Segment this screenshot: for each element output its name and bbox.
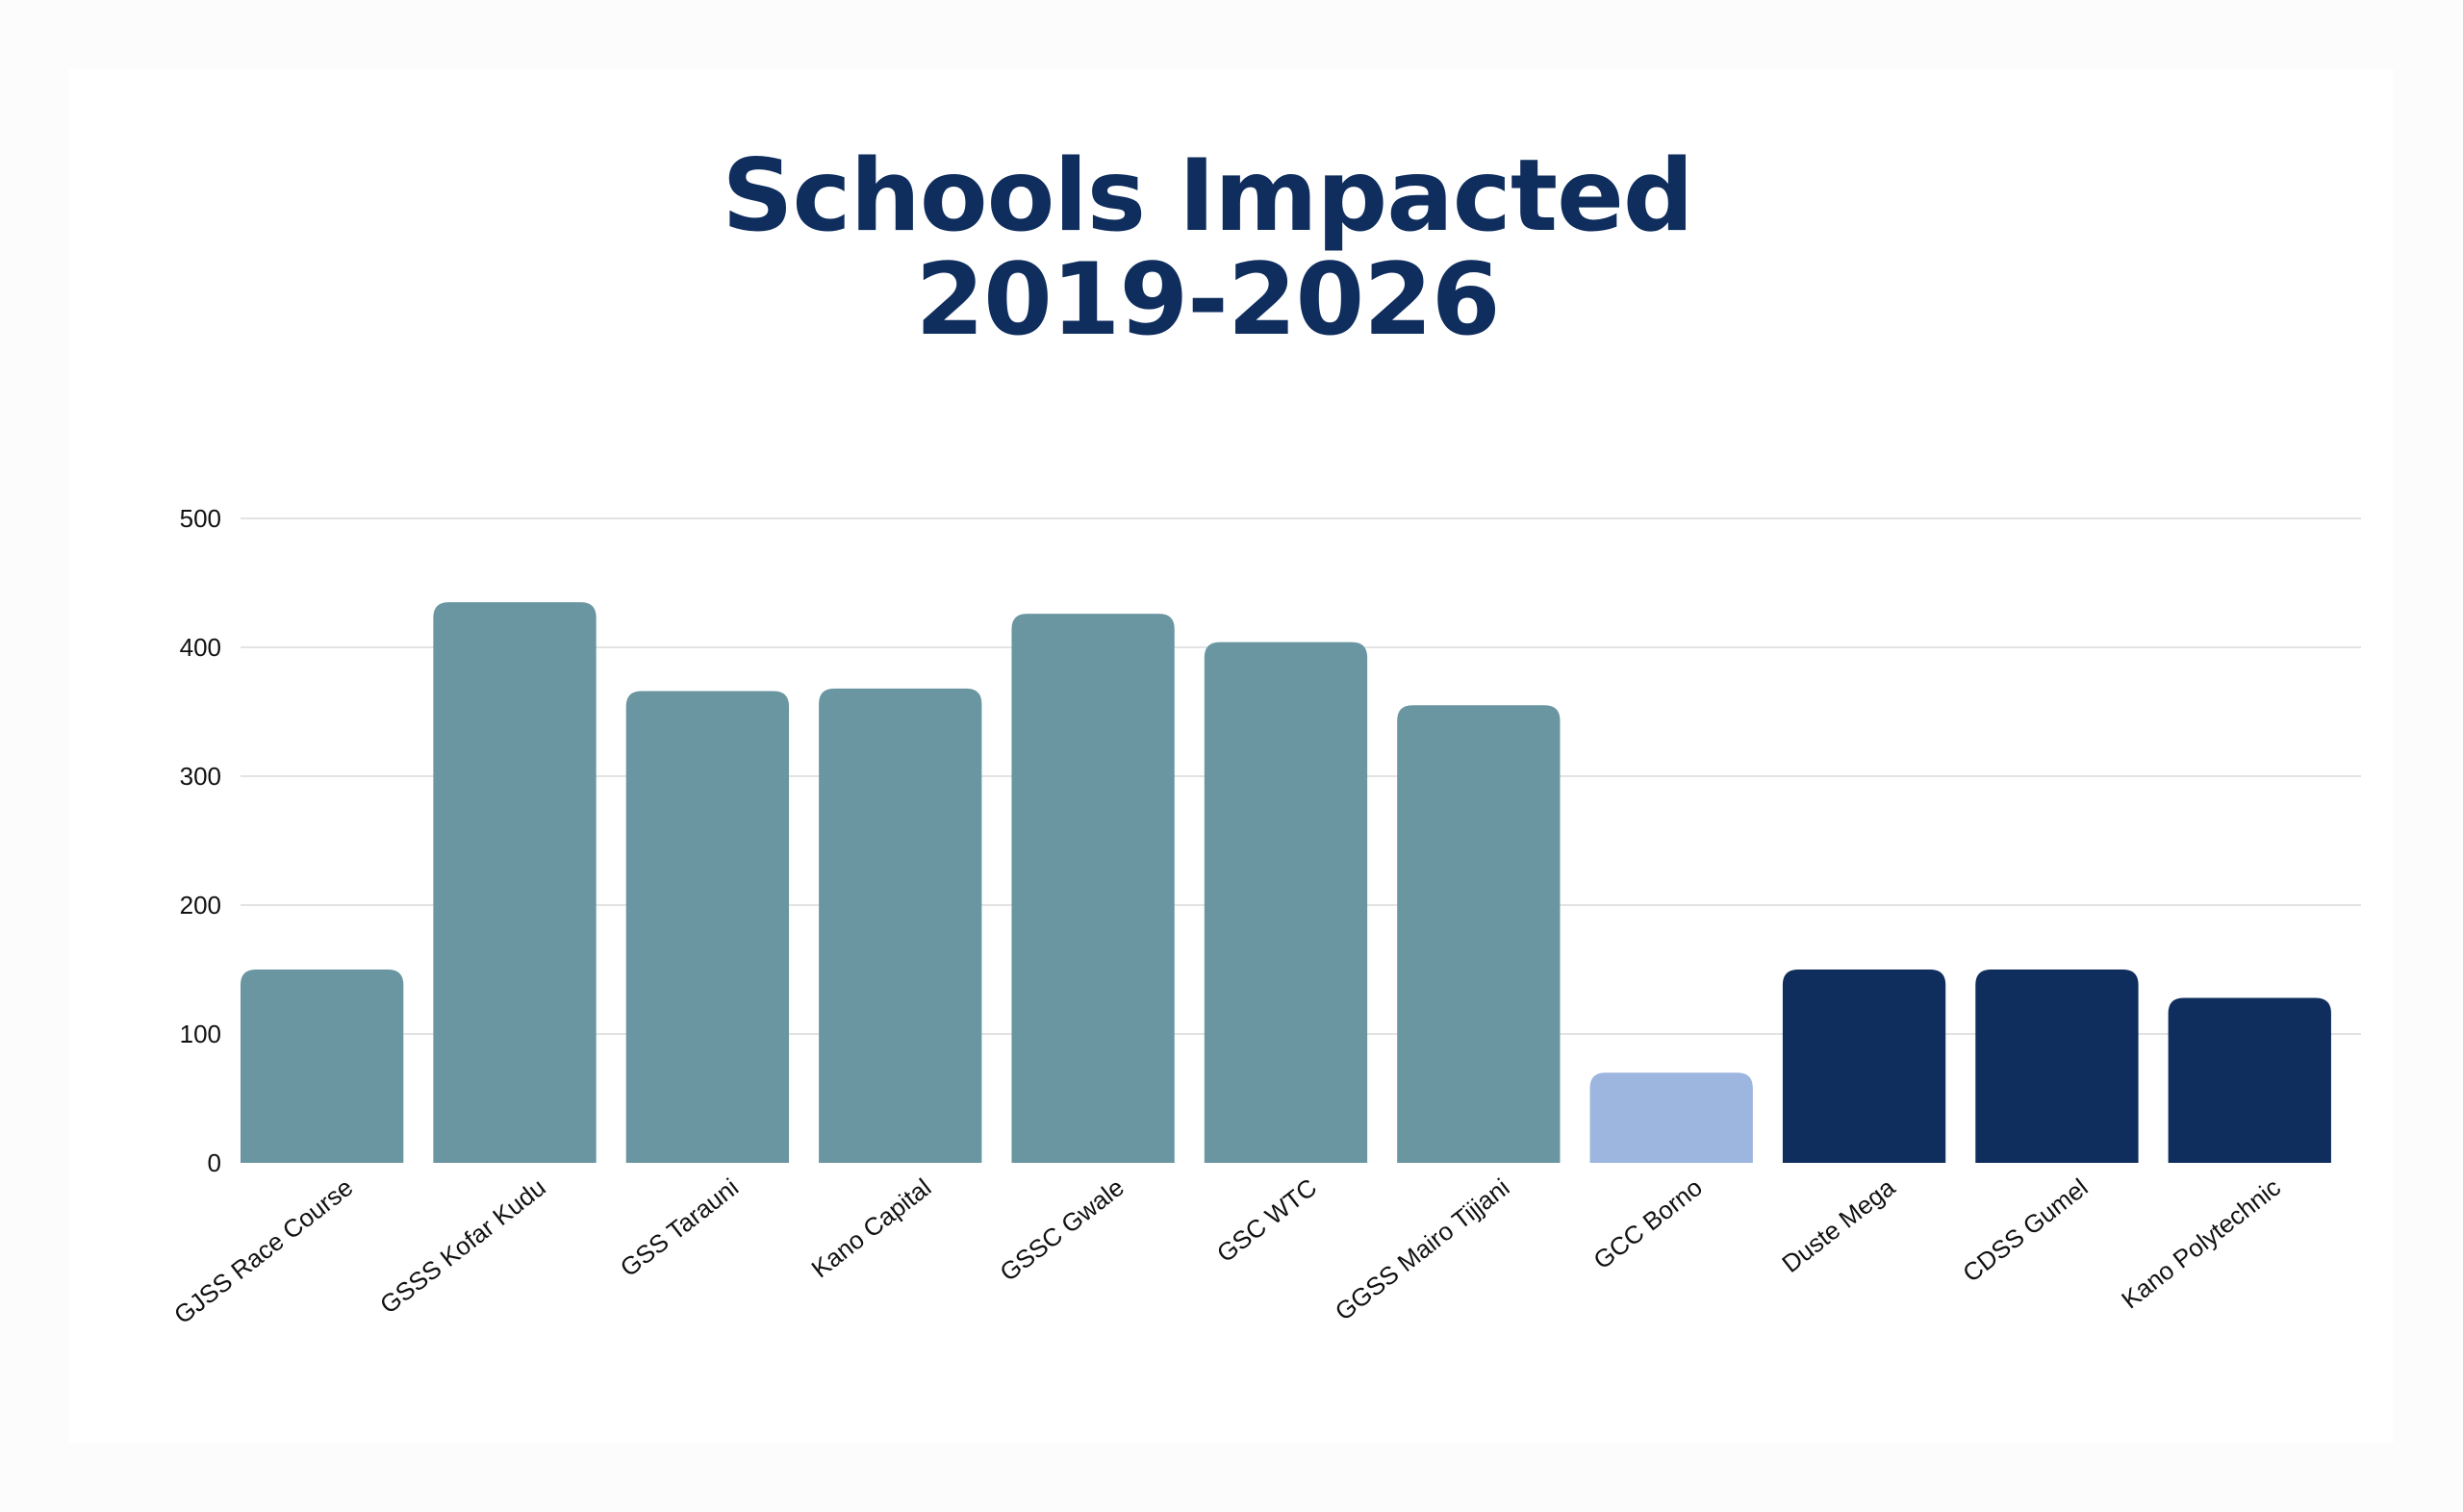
- x-tick-label: GSSS Kofar Kudu: [374, 1172, 551, 1320]
- bar-cdss-gumel: [1975, 970, 2139, 1163]
- y-tick-label: 500: [180, 504, 221, 533]
- y-tick-label: 200: [180, 891, 221, 920]
- x-tick-label: GSSC Gwale: [994, 1172, 1129, 1287]
- bar-gjss-race-course: [241, 970, 404, 1163]
- bar-ggss-mairo-tijjani: [1397, 705, 1561, 1163]
- bar-kano-capital: [819, 688, 982, 1163]
- bar-duste-mega: [1782, 970, 1946, 1163]
- x-tick-label: CDSS Gumel: [1957, 1172, 2093, 1288]
- bar-gsss-kofar-kudu: [433, 602, 597, 1163]
- y-axis-ticks: 0 100 200 300 400 500: [180, 504, 221, 1177]
- chart-title: Schools Impacted 2019-2026: [0, 144, 2415, 352]
- bar-gsc-wtc: [1204, 642, 1368, 1163]
- y-tick-label: 300: [180, 762, 221, 791]
- bar-gssc-gwale: [1011, 614, 1175, 1163]
- y-tick-label: 100: [180, 1020, 221, 1048]
- x-axis-labels: GJSS Race Course GSSS Kofar Kudu GSS Tarau…: [168, 1172, 2286, 1330]
- x-tick-label: GSS Tarauni: [615, 1172, 744, 1282]
- y-tick-label: 400: [180, 633, 221, 662]
- x-tick-label: Duste Mega: [1776, 1172, 1900, 1278]
- x-tick-label: Kano Capital: [806, 1172, 937, 1283]
- bar-gcc-borno: [1589, 1072, 1753, 1163]
- x-tick-label: GGSS Mairo Tijjani: [1330, 1172, 1515, 1326]
- x-tick-label: GSC WTC: [1211, 1172, 1322, 1268]
- y-tick-label: 0: [208, 1148, 221, 1177]
- x-tick-label: Kano Polytechnic: [2116, 1172, 2286, 1314]
- x-tick-label: GJSS Race Course: [168, 1172, 358, 1329]
- chart-title-line-2: 2019-2026: [915, 242, 1500, 358]
- x-tick-label: GCC Borno: [1588, 1172, 1708, 1274]
- chart-title-line-1: Schools Impacted: [722, 139, 1693, 254]
- bar-gss-tarauni: [625, 691, 790, 1163]
- bars: [241, 602, 2331, 1163]
- bar-kano-polytechnic: [2168, 997, 2331, 1163]
